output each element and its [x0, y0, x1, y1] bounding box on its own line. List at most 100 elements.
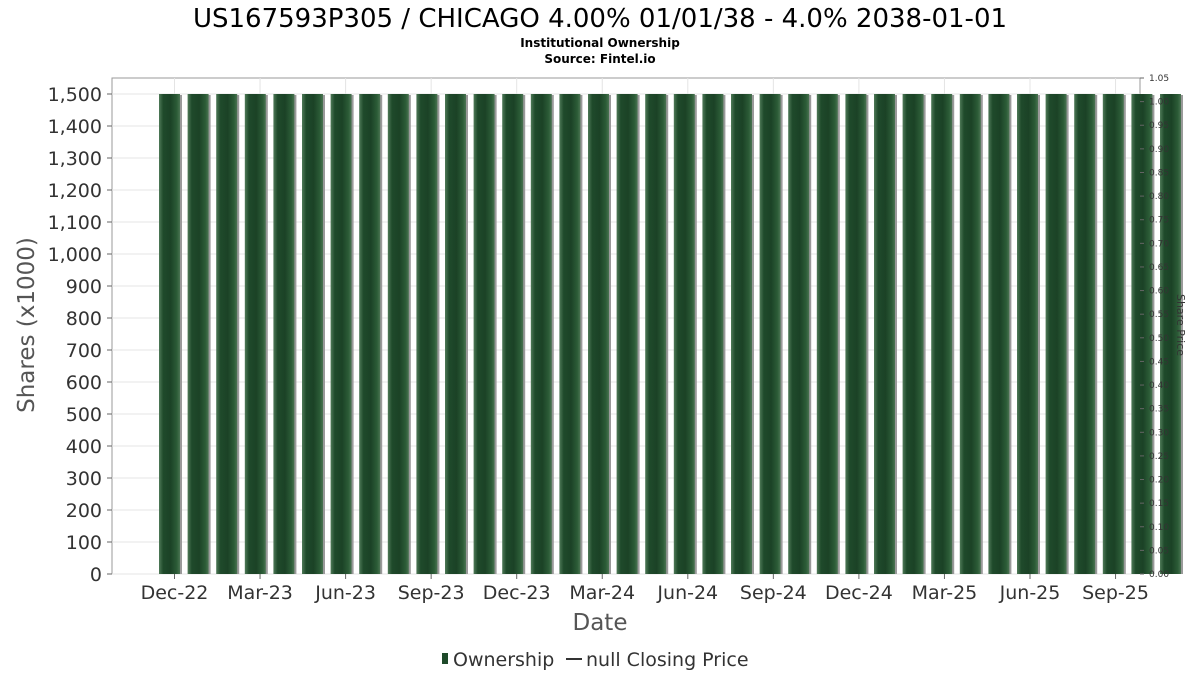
- bar-ownership: [216, 94, 238, 574]
- y2-tick-label: 0.65: [1149, 263, 1169, 273]
- ownership-bars: [159, 94, 1183, 574]
- y-tick-label: 400: [66, 436, 102, 458]
- y2-tick-label: 0.70: [1149, 239, 1169, 249]
- bar-ownership: [1017, 94, 1038, 574]
- y2-tick-label: 0.40: [1149, 381, 1169, 391]
- x-tick-label: Sep-25: [1082, 582, 1149, 604]
- y2-tick-label: 0.50: [1149, 334, 1169, 344]
- bar-ownership: [473, 94, 495, 574]
- bar-ownership: [273, 94, 295, 574]
- bar-ownership: [788, 94, 810, 574]
- y2-tick-label: 0.90: [1149, 145, 1169, 155]
- bar-ownership: [931, 94, 953, 574]
- y2-tick-label: 1.00: [1149, 98, 1169, 108]
- left-axis-ticks: 0 100 200 300 400 500 600 700 800 900 1,000 1,100 1,…: [48, 84, 112, 586]
- chart-subtitle: Institutional Ownership: [520, 36, 680, 50]
- x-tick-label: Dec-24: [825, 582, 893, 604]
- y-tick-label: 1,500: [48, 84, 102, 106]
- bar-ownership: [187, 94, 209, 574]
- x-tick-label: Jun-23: [314, 582, 376, 604]
- y2-tick-label: 0.00: [1149, 570, 1169, 580]
- bar-ownership: [387, 94, 409, 574]
- x-tick-label: Mar-23: [227, 582, 293, 604]
- bar-ownership: [244, 94, 266, 574]
- x-axis-ticks: Dec-22 Mar-23 Jun-23 Sep-23 Dec-23 Mar-24 Jun-…: [141, 574, 1149, 604]
- bar-ownership: [530, 94, 552, 574]
- y2-tick-label: 0.10: [1149, 523, 1169, 533]
- bar-ownership: [731, 94, 752, 574]
- right-axis-ticks: 0.00 0.05 0.10 0.15 0.20 0.25 0.30 0.35 0.40 0.45…: [1140, 74, 1169, 580]
- y-tick-label: 200: [66, 500, 102, 522]
- bar-ownership: [1102, 94, 1124, 574]
- y2-axis-title: Share Price: [1174, 294, 1187, 356]
- bar-ownership: [302, 94, 323, 574]
- legend-price-label: null Closing Price: [586, 649, 749, 671]
- bar-ownership: [1045, 94, 1067, 574]
- y2-tick-label: 0.30: [1149, 428, 1169, 438]
- bar-ownership: [1131, 94, 1153, 574]
- x-tick-label: Jun-24: [656, 582, 718, 604]
- y-tick-label: 700: [66, 340, 102, 362]
- y2-tick-label: 0.05: [1149, 546, 1169, 556]
- bar-ownership: [702, 94, 724, 574]
- bar-ownership: [759, 94, 781, 574]
- bar-ownership: [416, 94, 438, 574]
- chart-source: Source: Fintel.io: [544, 52, 655, 66]
- y2-tick-label: 0.20: [1149, 476, 1169, 486]
- legend-ownership-label: Ownership: [453, 649, 554, 671]
- x-tick-label: Jun-25: [999, 582, 1061, 604]
- y-tick-label: 600: [66, 372, 102, 394]
- x-tick-label: Sep-23: [398, 582, 465, 604]
- y2-tick-label: 0.75: [1149, 216, 1169, 226]
- y-tick-label: 1,300: [48, 148, 102, 170]
- bar-ownership: [845, 94, 867, 574]
- bar-ownership: [673, 94, 695, 574]
- bar-ownership: [445, 94, 466, 574]
- x-tick-label: Mar-25: [912, 582, 978, 604]
- bar-ownership: [645, 94, 667, 574]
- bar-ownership: [874, 94, 895, 574]
- x-tick-label: Dec-23: [483, 582, 551, 604]
- y-axis-title: Shares (x1000): [14, 237, 40, 413]
- y2-tick-label: 0.15: [1149, 499, 1169, 509]
- y-tick-label: 1,000: [48, 244, 102, 266]
- bar-ownership: [330, 94, 352, 574]
- y2-tick-label: 0.55: [1149, 310, 1169, 320]
- y2-tick-label: 0.45: [1149, 357, 1169, 367]
- bar-ownership: [502, 94, 524, 574]
- y2-tick-label: 0.85: [1149, 168, 1169, 178]
- y2-tick-label: 1.05: [1149, 74, 1169, 84]
- y-tick-label: 1,100: [48, 212, 102, 234]
- bar-ownership: [1074, 94, 1096, 574]
- bar-ownership: [816, 94, 838, 574]
- y-tick-label: 800: [66, 308, 102, 330]
- bar-ownership: [1160, 94, 1181, 574]
- bar-ownership: [988, 94, 1010, 574]
- bar-ownership: [359, 94, 381, 574]
- x-tick-label: Mar-24: [569, 582, 635, 604]
- y2-tick-label: 0.80: [1149, 192, 1169, 202]
- bar-ownership: [959, 94, 981, 574]
- y-tick-label: 300: [66, 468, 102, 490]
- bar-ownership: [588, 94, 609, 574]
- x-tick-label: Sep-24: [740, 582, 807, 604]
- bar-ownership: [902, 94, 924, 574]
- y-tick-label: 1,200: [48, 180, 102, 202]
- y2-tick-label: 0.95: [1149, 121, 1169, 131]
- y-tick-label: 900: [66, 276, 102, 298]
- x-tick-label: Dec-22: [141, 582, 209, 604]
- y-tick-label: 100: [66, 532, 102, 554]
- y-tick-label: 0: [90, 564, 102, 586]
- x-axis-title: Date: [573, 610, 628, 636]
- legend-ownership-swatch: [442, 653, 448, 664]
- bar-ownership: [616, 94, 638, 574]
- legend: Ownership null Closing Price: [442, 649, 749, 671]
- y2-tick-label: 0.60: [1149, 287, 1169, 297]
- bar-ownership: [159, 94, 180, 574]
- y2-tick-label: 0.35: [1149, 405, 1169, 415]
- y2-tick-label: 0.25: [1149, 452, 1169, 462]
- chart-title: US167593P305 / CHICAGO 4.00% 01/01/38 - …: [193, 4, 1007, 34]
- y-tick-label: 1,400: [48, 116, 102, 138]
- y-tick-label: 500: [66, 404, 102, 426]
